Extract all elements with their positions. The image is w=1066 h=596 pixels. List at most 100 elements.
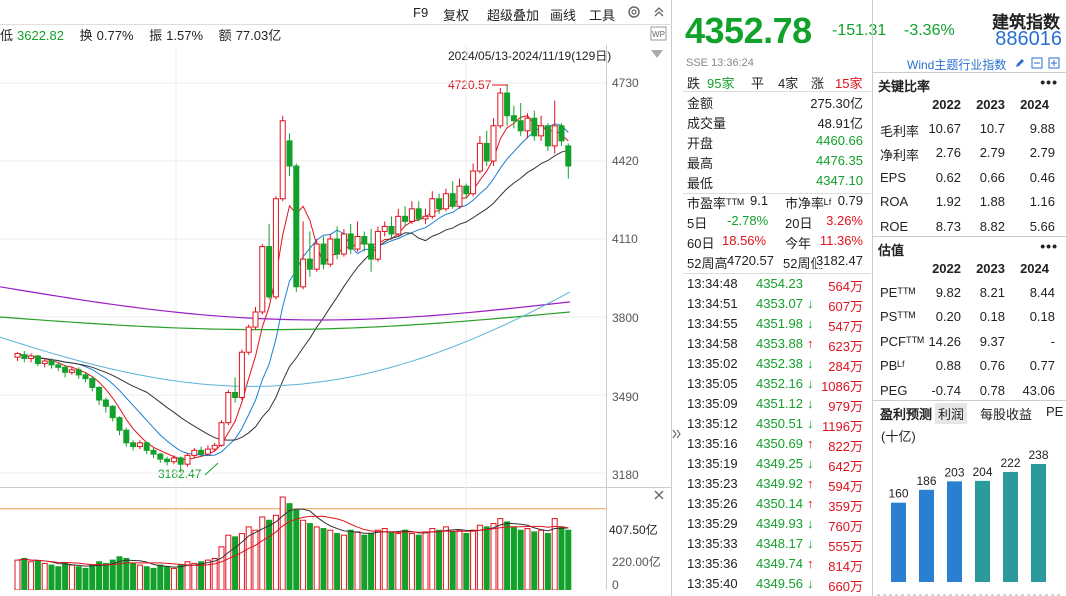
volume-bar — [463, 533, 470, 590]
volume-bar — [551, 518, 558, 590]
tick-row[interactable]: 13:35:26 4350.14 ↑ 359万 — [675, 496, 871, 516]
turnover-value: 0.77% — [96, 28, 134, 43]
draw-line-button[interactable]: 画线 — [550, 8, 577, 23]
volume-bar — [14, 559, 21, 590]
candle-body — [89, 378, 96, 388]
volume-bar — [198, 561, 205, 590]
volume-bar — [232, 536, 239, 590]
arrow-down-icon: ↓ — [807, 296, 814, 311]
candle-body — [531, 117, 538, 137]
forecast-tab[interactable]: PE — [1046, 404, 1064, 419]
candle-body — [313, 243, 320, 270]
forecast-tab[interactable]: 利润 — [935, 403, 968, 424]
stat-row: 成交量 48.91亿 — [675, 113, 871, 133]
row-label: PCFᵀᵀᴹ — [880, 333, 924, 349]
tick-row[interactable]: 13:35:29 4349.93 ↓ 760万 — [675, 516, 871, 536]
edit-icon[interactable] — [1014, 57, 1026, 69]
forecast-bar-label: 160 — [888, 487, 908, 501]
arrow-up-icon: ↑ — [807, 336, 814, 351]
price-tick: 4730 — [612, 76, 639, 90]
close-icon[interactable] — [652, 488, 666, 502]
tick-row[interactable]: 13:35:09 4351.12 ↓ 979万 — [675, 396, 871, 416]
ytd-value: 11.36% — [819, 233, 863, 248]
tick-time: 13:35:19 — [687, 456, 738, 471]
tick-row[interactable]: 13:35:02 4352.38 ↓ 284万 — [675, 356, 871, 376]
table-row: 净利率 2.76 2.79 2.79 — [873, 145, 1066, 169]
tick-row[interactable]: 13:35:05 4352.16 ↓ 1086万 — [675, 376, 871, 396]
minus-icon[interactable] — [1031, 57, 1043, 69]
candle-body — [300, 258, 307, 288]
moving-average-line — [17, 115, 569, 461]
tick-row[interactable]: 13:35:40 4349.56 ↓ 660万 — [675, 576, 871, 596]
tick-row[interactable]: 13:35:16 4350.69 ↑ 822万 — [675, 436, 871, 456]
forecast-unit: (十亿) — [881, 429, 916, 444]
tick-row[interactable]: 13:34:55 4351.98 ↓ 547万 — [675, 316, 871, 336]
tick-row[interactable]: 13:34:48 4354.23 564万 — [675, 276, 871, 296]
volume-bar — [415, 534, 422, 590]
candle-body — [408, 208, 415, 222]
volume-bar — [130, 562, 137, 590]
forecast-tab[interactable]: 每股收益 — [980, 407, 1033, 422]
stat-row: 金额 275.30亿 — [675, 93, 871, 113]
tick-price: 4350.14 — [756, 496, 803, 511]
gear-icon[interactable] — [626, 4, 642, 20]
row-label: ROA — [880, 194, 909, 210]
tick-time: 13:34:58 — [687, 336, 738, 351]
tick-row[interactable]: 13:35:19 4349.25 ↓ 642万 — [675, 456, 871, 476]
quote-panel: 4352.78 -151.31 -3.36% SSE 13:36:24 跌 95… — [675, 0, 955, 596]
tick-row[interactable]: 13:34:58 4353.88 ↑ 623万 — [675, 336, 871, 356]
arrow-down-icon: ↓ — [807, 316, 814, 331]
tick-price: 4351.12 — [756, 396, 803, 411]
super-overlay-button[interactable]: 超级叠加 — [487, 8, 540, 23]
wp-badge-icon[interactable]: WP — [650, 26, 668, 42]
volume-bar — [442, 526, 449, 590]
kline-svg[interactable] — [0, 45, 606, 590]
more-icon[interactable]: ••• — [1040, 238, 1058, 254]
tick-price: 4352.38 — [756, 356, 803, 371]
candle-body — [21, 354, 28, 360]
tick-time: 13:35:23 — [687, 476, 738, 491]
candle-body — [490, 125, 497, 162]
rise-label: 涨 — [811, 76, 825, 91]
table-row: 毛利率 10.67 10.7 9.88 — [873, 121, 1066, 145]
volume-bar — [510, 526, 517, 590]
triangle-down-icon[interactable] — [648, 47, 666, 61]
forecast-bar-label: 186 — [916, 474, 936, 488]
forecast-tab[interactable]: 盈利预测 — [880, 407, 933, 422]
volume-bar — [286, 503, 293, 590]
tick-row[interactable]: 13:35:23 4349.92 ↑ 594万 — [675, 476, 871, 496]
forecast-bar-label: 204 — [972, 465, 992, 479]
plus-icon[interactable] — [1048, 57, 1060, 69]
volume-bar — [361, 534, 368, 590]
volume-bar — [354, 531, 361, 590]
adjust-button[interactable]: 复权 — [443, 8, 470, 23]
tick-row[interactable]: 13:34:51 4353.07 ↓ 607万 — [675, 296, 871, 316]
more-icon[interactable]: ••• — [1040, 74, 1058, 90]
row-value: 0.77 — [1029, 358, 1055, 374]
tick-price: 4349.25 — [756, 456, 803, 471]
volume-bar — [177, 564, 184, 590]
low-label: 低 — [0, 28, 14, 43]
tick-row[interactable]: 13:35:12 4350.51 ↓ 1196万 — [675, 416, 871, 436]
candle-body — [524, 117, 531, 132]
chevron-double-up-icon[interactable] — [652, 5, 666, 19]
candle-body — [116, 417, 123, 431]
expand-arrows-icon[interactable] — [672, 428, 682, 440]
table-row: ROA 1.92 1.88 1.16 — [873, 194, 1066, 218]
candle-body — [204, 448, 211, 455]
tick-row[interactable]: 13:35:33 4348.17 ↓ 555万 — [675, 536, 871, 556]
fall-label: 跌 — [687, 76, 701, 91]
tick-volume: 760万 — [828, 519, 863, 534]
volume-tick: 407.50亿 — [609, 521, 658, 538]
wind-industry-link[interactable]: Wind主题行业指数 — [907, 58, 1007, 72]
tools-button[interactable]: 工具 — [589, 8, 616, 23]
pe-label: 市盈率ᵀᵀᴹ — [687, 196, 744, 211]
kline-chart-panel[interactable]: F9 复权 超级叠加 画线 工具 低 3622.82 换 0.77% 振 1.57% … — [0, 0, 672, 596]
moving-average-line — [17, 123, 569, 457]
candle-body — [170, 457, 177, 463]
volume-bar — [347, 529, 354, 590]
moving-average-line — [0, 311, 571, 331]
tick-time: 13:35:40 — [687, 576, 738, 591]
f9-button[interactable]: F9 — [413, 5, 429, 20]
tick-row[interactable]: 13:35:36 4349.74 ↑ 814万 — [675, 556, 871, 576]
